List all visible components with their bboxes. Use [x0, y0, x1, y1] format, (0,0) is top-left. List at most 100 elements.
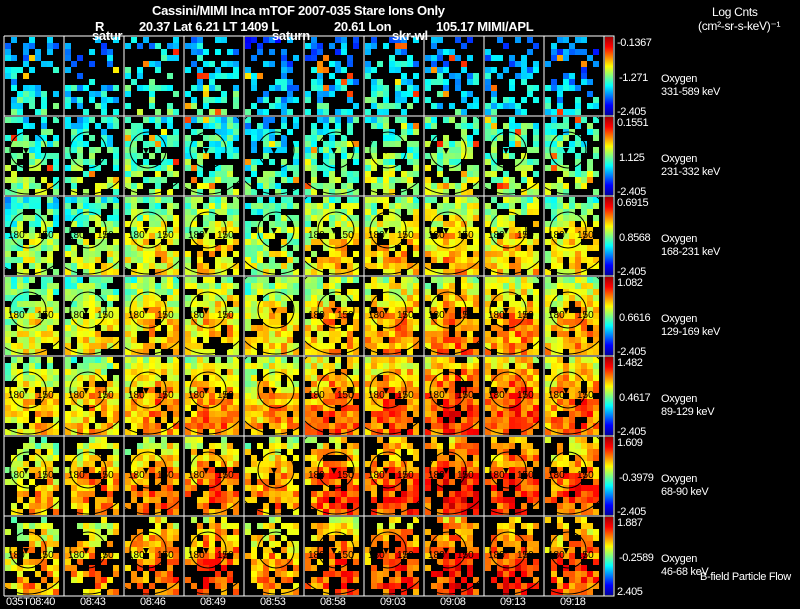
heatmap-cell: [425, 141, 431, 147]
heatmap-cell: [203, 479, 209, 485]
heatmap-cell: [287, 203, 293, 209]
heatmap-cell: [41, 437, 47, 443]
heatmap-cell: [515, 357, 521, 363]
heatmap-cell: [257, 467, 263, 473]
heatmap-cell: [305, 165, 311, 171]
heatmap-cell: [407, 221, 413, 227]
heatmap-cell: [227, 239, 233, 245]
heatmap-cell: [251, 497, 257, 503]
heatmap-cell: [101, 325, 107, 331]
heatmap-cell: [65, 357, 71, 363]
heatmap-cell: [53, 375, 59, 381]
heatmap-cell: [311, 233, 317, 239]
b-field-marker: [503, 148, 509, 154]
heatmap-cell: [323, 331, 329, 337]
heatmap-cell: [305, 159, 311, 165]
heatmap-cell: [143, 473, 149, 479]
heatmap-cell: [317, 221, 323, 227]
b-field-marker: [271, 468, 277, 474]
heatmap-cell: [443, 429, 449, 435]
heatmap-cell: [107, 343, 113, 349]
heatmap-cell: [155, 467, 161, 473]
heatmap-cell: [347, 257, 353, 263]
heatmap-cell: [593, 215, 599, 221]
heatmap-cell: [197, 171, 203, 177]
heatmap-cell: [143, 393, 149, 399]
contour-line: [484, 356, 544, 435]
heatmap-cell: [485, 103, 491, 109]
heatmap-cell: [89, 263, 95, 269]
heatmap-cell: [185, 437, 191, 443]
heatmap-cell: [413, 301, 419, 307]
heatmap-cell: [587, 393, 593, 399]
heatmap-cell: [257, 123, 263, 129]
heatmap-cell: [533, 375, 539, 381]
heatmap-cell: [557, 283, 563, 289]
heatmap-cell: [287, 97, 293, 103]
contour-line: [9, 371, 47, 409]
heatmap-cell: [41, 503, 47, 509]
heatmap-cell: [383, 263, 389, 269]
heatmap-cell: [485, 337, 491, 343]
heatmap-cell: [491, 209, 497, 215]
heatmap-cell: [461, 147, 467, 153]
heatmap-cell: [287, 251, 293, 257]
heatmap-cell: [425, 375, 431, 381]
heatmap-cell: [209, 183, 215, 189]
heatmap-cell: [95, 37, 101, 43]
heatmap-cell: [167, 479, 173, 485]
heatmap-cell: [215, 197, 221, 203]
heatmap-cell: [587, 313, 593, 319]
heatmap-cell: [251, 295, 257, 301]
heatmap-cell: [23, 491, 29, 497]
heatmap-cell: [509, 215, 515, 221]
heatmap-cell: [17, 485, 23, 491]
heatmap-cell: [461, 301, 467, 307]
heatmap-cell: [215, 331, 221, 337]
heatmap-cell: [65, 319, 71, 325]
heatmap-cell: [461, 269, 467, 275]
heatmap-cell: [191, 313, 197, 319]
heatmap-cell: [101, 183, 107, 189]
heatmap-cell: [347, 227, 353, 233]
heatmap-cell: [191, 141, 197, 147]
heatmap-cell: [245, 283, 251, 289]
heatmap-cell: [545, 337, 551, 343]
heatmap-cell: [263, 61, 269, 67]
heatmap-cell: [275, 387, 281, 393]
heatmap-cell: [77, 55, 83, 61]
heatmap-cell: [533, 313, 539, 319]
heatmap-cell: [185, 117, 191, 123]
heatmap-cell: [287, 497, 293, 503]
heatmap-cell: [515, 233, 521, 239]
heatmap-cell: [443, 399, 449, 405]
heatmap-cell: [383, 277, 389, 283]
heatmap-cell: [209, 117, 215, 123]
heatmap-cell: [461, 183, 467, 189]
heatmap-cell: [233, 405, 239, 411]
heatmap-cell: [395, 135, 401, 141]
heatmap-cell: [593, 153, 599, 159]
heatmap-cell: [389, 381, 395, 387]
heatmap-cell: [317, 73, 323, 79]
heatmap-cell: [53, 289, 59, 295]
heatmap-cell: [287, 277, 293, 283]
heatmap-cell: [311, 269, 317, 275]
heatmap-cell: [593, 245, 599, 251]
heatmap-cell: [47, 443, 53, 449]
heatmap-cell: [293, 141, 299, 147]
heatmap-cell: [269, 461, 275, 467]
heatmap-cell: [215, 455, 221, 461]
heatmap-cell: [245, 251, 251, 257]
heatmap-cell: [293, 437, 299, 443]
heatmap-cell: [5, 331, 11, 337]
heatmap-cell: [593, 363, 599, 369]
heatmap-cell: [185, 387, 191, 393]
heatmap-cell: [587, 375, 593, 381]
heatmap-cell: [347, 357, 353, 363]
heatmap-cell: [365, 319, 371, 325]
heatmap-cell: [47, 411, 53, 417]
heatmap-cell: [5, 49, 11, 55]
heatmap-cell: [269, 399, 275, 405]
contour-label: 150: [217, 390, 234, 401]
